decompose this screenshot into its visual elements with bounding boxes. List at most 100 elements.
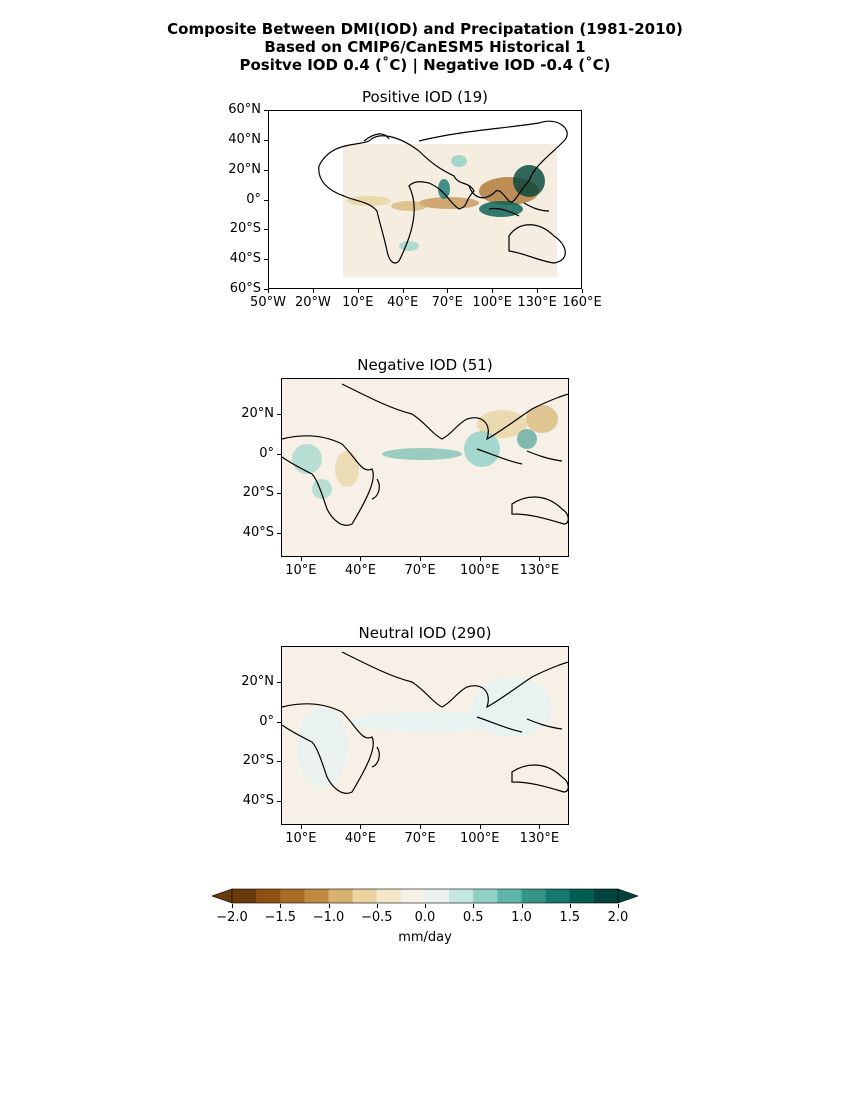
- y-tick-mark: [277, 533, 281, 535]
- colorbar-tick-label: 1.0: [511, 910, 532, 925]
- colorbar-swatch: [352, 889, 378, 903]
- x-tick-mark: [447, 289, 449, 293]
- colorbar-swatch: [304, 889, 329, 903]
- x-tick-label: 10°E: [342, 295, 374, 310]
- y-tick-label: 40°S: [242, 793, 274, 809]
- colorbar-swatches: [211, 888, 639, 904]
- colorbar-tick-mark: [425, 904, 426, 908]
- colorbar-swatch: [569, 889, 595, 903]
- y-tick-mark: [277, 721, 281, 723]
- x-tick-mark: [360, 557, 362, 561]
- x-tick-label: 100°E: [459, 563, 500, 578]
- x-tick-label: 160°E: [562, 295, 602, 310]
- colorbar-swatch: [521, 889, 547, 903]
- x-tick-label: 100°E: [459, 831, 500, 846]
- colorbar-tick-label: −0.5: [360, 910, 393, 925]
- x-tick-label: 40°E: [387, 295, 419, 310]
- x-tick-label: 100°E: [472, 295, 512, 310]
- x-tick-label: 50°W: [250, 295, 286, 310]
- colorbar-swatch: [593, 889, 619, 903]
- y-tick-label: 40°S: [242, 525, 274, 541]
- y-tick-mark: [264, 259, 268, 261]
- x-tick-mark: [479, 557, 481, 561]
- y-tick-label: 40°S: [229, 251, 261, 267]
- y-tick-label: 60°S: [229, 281, 261, 296]
- y-tick-mark: [264, 229, 268, 231]
- y-tick-mark: [264, 169, 268, 171]
- figure-title-line3: Positve IOD 0.4 (˚C) | Negative IOD -0.4…: [239, 56, 611, 74]
- y-tick-mark: [277, 681, 281, 683]
- colorbar-extend-low: [211, 888, 233, 904]
- colorbar-swatch: [280, 889, 305, 903]
- x-tick-label: 70°E: [431, 295, 463, 310]
- x-tick-mark: [360, 825, 362, 829]
- y-tick-label: 20°S: [242, 485, 274, 501]
- colorbar-tick-mark: [618, 904, 619, 908]
- colorbar-tick-mark: [376, 904, 378, 908]
- colorbar-tick-label: −1.5: [264, 910, 297, 925]
- colorbar: [211, 888, 639, 904]
- y-tick-mark: [277, 801, 281, 803]
- y-tick-label: 0°: [259, 445, 274, 461]
- x-tick-mark: [357, 289, 359, 293]
- x-tick-mark: [539, 825, 541, 829]
- y-tick-label: 40°N: [228, 131, 261, 147]
- colorbar-swatch: [473, 889, 498, 903]
- colorbar-tick-mark: [328, 904, 330, 908]
- colorbar-tick-label: 0.5: [462, 910, 484, 925]
- x-tick-label: 10°E: [285, 563, 317, 578]
- y-tick-mark: [264, 199, 268, 201]
- y-tick-mark: [264, 289, 268, 290]
- map-neutral-iod: [281, 646, 569, 825]
- x-tick-mark: [312, 289, 314, 293]
- colorbar-swatch: [449, 889, 474, 903]
- colorbar-unit: mm/day: [398, 930, 452, 945]
- x-tick-label: 130°E: [517, 295, 557, 310]
- y-tick-mark: [264, 139, 268, 141]
- x-tick-label: 130°E: [519, 831, 560, 846]
- colorbar-tick-label: 0.0: [414, 910, 436, 925]
- colorbar-swatch: [400, 889, 426, 903]
- colorbar-tick-mark: [280, 904, 282, 908]
- x-tick-mark: [268, 289, 269, 293]
- colorbar-swatch: [256, 889, 281, 903]
- y-tick-mark: [277, 453, 281, 455]
- x-tick-label: 130°E: [519, 563, 560, 578]
- map-negative-iod: [281, 378, 569, 557]
- map-positive-iod: [268, 110, 582, 289]
- x-tick-label: 40°E: [344, 563, 377, 578]
- figure-title-line2: Based on CMIP6/CanESM5 Historical 1: [264, 38, 586, 56]
- x-tick-label: 40°E: [344, 831, 377, 846]
- colorbar-swatch: [497, 889, 522, 903]
- y-tick-label: 0°: [259, 713, 274, 729]
- x-tick-mark: [492, 289, 494, 293]
- colorbar-swatch: [232, 889, 257, 903]
- panel-title-positive: Positive IOD (19): [362, 88, 488, 106]
- x-tick-label: 20°W: [294, 295, 331, 310]
- colorbar-tick-label: −2.0: [216, 910, 248, 925]
- panel-title-neutral: Neutral IOD (290): [358, 624, 492, 642]
- x-tick-mark: [300, 825, 302, 829]
- x-tick-mark: [420, 557, 422, 561]
- x-tick-mark: [539, 557, 541, 561]
- y-tick-mark: [277, 413, 281, 415]
- y-tick-label: 20°S: [242, 753, 274, 769]
- y-tick-label: 20°N: [241, 405, 274, 421]
- colorbar-tick-mark: [232, 904, 233, 908]
- colorbar-swatch: [328, 889, 354, 903]
- colorbar-swatch: [545, 889, 571, 903]
- figure-title-line1: Composite Between DMI(IOD) and Precipata…: [167, 20, 683, 38]
- x-tick-mark: [582, 289, 583, 293]
- x-tick-mark: [537, 289, 539, 293]
- y-tick-label: 20°N: [228, 161, 261, 177]
- y-tick-label: 20°S: [229, 221, 261, 237]
- colorbar-tick-label: 2.0: [607, 910, 629, 925]
- colorbar-tick-mark: [521, 904, 523, 908]
- colorbar-tick-label: 1.5: [559, 910, 581, 925]
- colorbar-swatch: [376, 889, 402, 903]
- x-tick-mark: [479, 825, 481, 829]
- x-tick-label: 10°E: [285, 831, 317, 846]
- colorbar-tick-mark: [473, 904, 475, 908]
- y-tick-mark: [264, 110, 268, 111]
- colorbar-tick-label: −1.0: [312, 910, 345, 925]
